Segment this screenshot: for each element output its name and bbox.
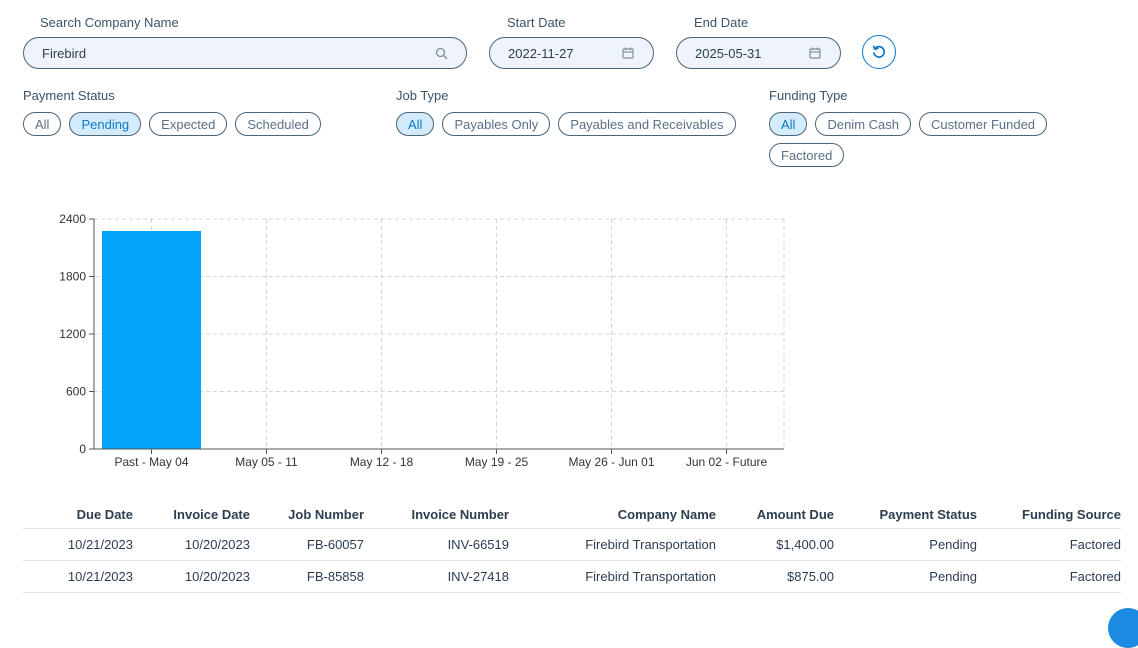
cell-due-date: 10/21/2023: [23, 560, 133, 593]
start-date-value: 2022-11-27: [508, 45, 574, 61]
calendar-icon[interactable]: [621, 46, 635, 60]
cell-job-number: FB-60057: [250, 528, 364, 561]
funding-type-label: Funding Type: [769, 88, 848, 103]
end-date-label: End Date: [694, 15, 749, 30]
cell-invoice-number: INV-66519: [364, 528, 509, 561]
end-date-value: 2025-05-31: [695, 45, 762, 61]
cell-invoice-date: 10/20/2023: [133, 560, 250, 593]
funding-type-chips: All Denim Cash Customer Funded Factored: [769, 112, 1059, 167]
search-input[interactable]: Firebird: [23, 37, 467, 69]
start-date-field[interactable]: 2022-11-27: [489, 37, 654, 69]
start-date-label: Start Date: [507, 15, 566, 30]
col-company-name[interactable]: Company Name: [617, 506, 716, 522]
search-value: Firebird: [42, 45, 87, 61]
chip-job-all[interactable]: All: [396, 112, 435, 136]
y-tick-label: 0: [79, 442, 86, 456]
chip-funding-denim-cash[interactable]: Denim Cash: [815, 112, 911, 136]
cell-amount-due: $1,400.00: [716, 528, 834, 561]
chip-job-payables-only[interactable]: Payables Only: [442, 112, 551, 136]
cell-invoice-number: INV-27418: [364, 560, 509, 593]
chip-payment-scheduled[interactable]: Scheduled: [235, 112, 321, 136]
chip-payment-expected[interactable]: Expected: [149, 112, 228, 136]
cell-due-date: 10/21/2023: [23, 528, 133, 561]
search-icon[interactable]: [434, 46, 448, 60]
table-row[interactable]: 10/21/2023 10/20/2023 FB-60057 INV-66519…: [23, 528, 1121, 561]
cell-payment-status: Pending: [834, 560, 977, 593]
col-funding-source[interactable]: Funding Source: [1022, 506, 1121, 522]
chip-payment-pending[interactable]: Pending: [69, 112, 142, 136]
chip-job-payables-receivables[interactable]: Payables and Receivables: [558, 112, 736, 136]
chip-funding-factored[interactable]: Factored: [769, 143, 845, 167]
calendar-icon[interactable]: [808, 46, 822, 60]
payment-status-label: Payment Status: [23, 88, 115, 103]
chart-bar: [102, 230, 201, 449]
table-row[interactable]: 10/21/2023 10/20/2023 FB-85858 INV-27418…: [23, 560, 1121, 593]
help-fab-button[interactable]: [1108, 608, 1138, 648]
col-invoice-number[interactable]: Invoice Number: [411, 506, 509, 522]
cell-company-name: Firebird Transportation: [509, 560, 716, 593]
y-tick-label: 1200: [59, 327, 86, 341]
col-invoice-date[interactable]: Invoice Date: [173, 506, 250, 522]
col-job-number[interactable]: Job Number: [288, 506, 364, 522]
x-tick-label: May 12 - 18: [350, 455, 414, 469]
x-tick-label: May 19 - 25: [465, 455, 529, 469]
y-tick-label: 2400: [59, 212, 86, 226]
cell-job-number: FB-85858: [250, 560, 364, 593]
cell-company-name: Firebird Transportation: [509, 528, 716, 561]
x-tick-label: May 05 - 11: [235, 455, 298, 469]
table-header-row: Due Date Invoice Date Job Number Invoice…: [23, 500, 1121, 529]
x-tick-label: May 26 - Jun 01: [568, 455, 654, 469]
y-tick-label: 600: [66, 385, 86, 399]
col-payment-status[interactable]: Payment Status: [879, 506, 977, 522]
cell-amount-due: $875.00: [716, 560, 834, 593]
col-amount-due[interactable]: Amount Due: [756, 506, 834, 522]
chip-funding-customer-funded[interactable]: Customer Funded: [918, 112, 1048, 136]
bar-chart: 0 600 1200 1800 2400 Past - May 04 May 05 - 11…: [59, 212, 785, 469]
y-tick-label: 1800: [59, 270, 86, 284]
payment-status-chips: All Pending Expected Scheduled: [23, 112, 353, 136]
job-type-chips: All Payables Only Payables and Receivabl…: [396, 112, 736, 136]
reset-icon: [872, 45, 886, 58]
reset-button[interactable]: [862, 35, 896, 69]
chip-funding-all[interactable]: All: [769, 112, 808, 136]
cell-funding-source: Factored: [977, 560, 1121, 593]
x-tick-label: Past - May 04: [114, 455, 188, 469]
end-date-field[interactable]: 2025-05-31: [676, 37, 841, 69]
cell-funding-source: Factored: [977, 528, 1121, 561]
search-label: Search Company Name: [40, 15, 179, 30]
cell-invoice-date: 10/20/2023: [133, 528, 250, 561]
col-due-date[interactable]: Due Date: [76, 506, 133, 522]
chip-payment-all[interactable]: All: [23, 112, 62, 136]
x-tick-label: Jun 02 - Future: [686, 455, 768, 469]
job-type-label: Job Type: [396, 88, 449, 103]
invoice-table: Due Date Invoice Date Job Number Invoice…: [23, 500, 1121, 593]
cell-payment-status: Pending: [834, 528, 977, 561]
